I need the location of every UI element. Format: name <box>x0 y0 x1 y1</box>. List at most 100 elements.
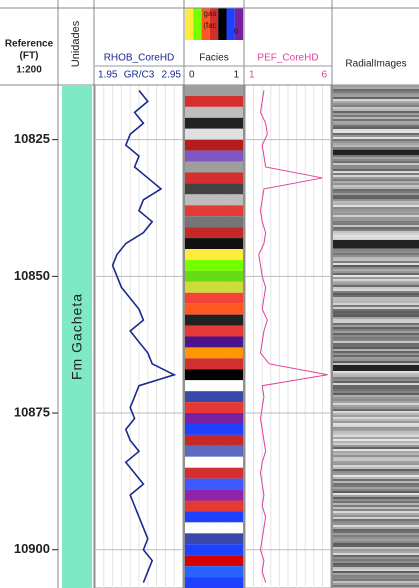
image-strip <box>333 129 419 131</box>
image-strip <box>333 377 419 379</box>
image-strip <box>333 551 419 553</box>
facies-band <box>185 511 243 523</box>
image-strip <box>333 489 419 491</box>
image-strip <box>333 423 419 425</box>
image-strip <box>333 91 419 93</box>
image-strip <box>333 483 419 485</box>
image-strip <box>333 559 419 561</box>
image-strip <box>333 393 419 395</box>
image-strip <box>333 171 419 173</box>
image-strip <box>333 469 419 471</box>
facies-band <box>185 238 243 250</box>
zone-label: Fm Gacheta <box>69 293 85 380</box>
image-strip <box>333 227 419 229</box>
image-strip <box>333 150 419 155</box>
image-strip <box>333 263 419 265</box>
image-strip <box>333 455 419 457</box>
image-strip <box>333 401 419 403</box>
image-strip <box>333 583 419 585</box>
image-strip <box>333 197 419 199</box>
image-strip <box>333 123 419 125</box>
legend-label: gas <box>204 9 217 18</box>
track-title: PEF_CoreHD <box>257 53 318 64</box>
facies-band <box>185 139 243 151</box>
image-strip <box>333 147 419 149</box>
image-strip <box>333 395 419 397</box>
image-strip <box>333 433 419 435</box>
facies-band <box>185 183 243 195</box>
image-strip <box>333 375 419 377</box>
image-strip <box>333 493 419 495</box>
image-strip <box>333 205 419 207</box>
image-strip <box>333 177 419 179</box>
legend-swatch <box>193 8 202 40</box>
image-strip <box>333 517 419 519</box>
image-strip <box>333 191 419 193</box>
image-strip <box>333 575 419 577</box>
image-strip <box>333 343 419 345</box>
image-strip <box>333 457 419 459</box>
image-strip <box>333 491 419 493</box>
image-strip <box>333 209 419 211</box>
image-strip <box>333 275 419 277</box>
image-strip <box>333 111 419 113</box>
image-strip <box>333 137 419 139</box>
facies-band <box>185 205 243 217</box>
image-strip <box>333 379 419 381</box>
image-strip <box>333 240 419 248</box>
image-strip <box>333 371 419 373</box>
image-strip <box>333 297 419 299</box>
image-strip <box>333 157 419 159</box>
facies-band <box>185 172 243 184</box>
image-strip <box>333 357 419 359</box>
facies-band <box>185 522 243 534</box>
image-strip <box>333 277 419 279</box>
y-tick-label: 10900 <box>14 541 50 556</box>
image-strip <box>333 163 419 165</box>
image-strip <box>333 533 419 535</box>
image-strip <box>333 187 419 189</box>
image-strip <box>333 571 419 573</box>
image-strip <box>333 521 419 523</box>
image-strip <box>333 223 419 225</box>
image-strip <box>333 119 419 121</box>
image-strip <box>333 527 419 529</box>
image-strip <box>333 219 419 221</box>
y-tick-label: 10850 <box>14 268 50 283</box>
image-strip <box>333 351 419 353</box>
zone <box>62 85 92 588</box>
image-strip <box>333 139 419 141</box>
image-strip <box>333 183 419 185</box>
image-strip <box>333 353 419 355</box>
scale-unit: GR/C3 <box>124 70 155 81</box>
image-strip <box>333 459 419 461</box>
image-strip <box>333 581 419 583</box>
image-strip <box>333 495 419 497</box>
image-strip <box>333 85 419 87</box>
image-strip <box>333 347 419 349</box>
image-strip <box>333 251 419 253</box>
image-strip <box>333 331 419 333</box>
image-strip <box>333 295 419 297</box>
image-strip <box>333 249 419 251</box>
facies-band <box>185 161 243 173</box>
image-strip <box>333 563 419 565</box>
depth-scale: 1:200 <box>16 65 42 76</box>
image-strip <box>333 463 419 465</box>
image-strip <box>333 235 419 237</box>
image-strip <box>333 233 419 235</box>
image-strip <box>333 317 419 319</box>
facies-band <box>185 336 243 348</box>
image-strip <box>333 323 419 325</box>
image-strip <box>333 143 419 145</box>
image-strip <box>333 553 419 555</box>
image-strip <box>333 327 419 329</box>
image-strip <box>333 271 419 273</box>
image-strip <box>333 313 419 315</box>
image-strip <box>333 503 419 505</box>
log-curve <box>258 90 328 583</box>
image-strip <box>333 523 419 525</box>
image-strip <box>333 211 419 213</box>
image-strip <box>333 329 419 331</box>
depth-unit: (FT) <box>20 51 39 62</box>
